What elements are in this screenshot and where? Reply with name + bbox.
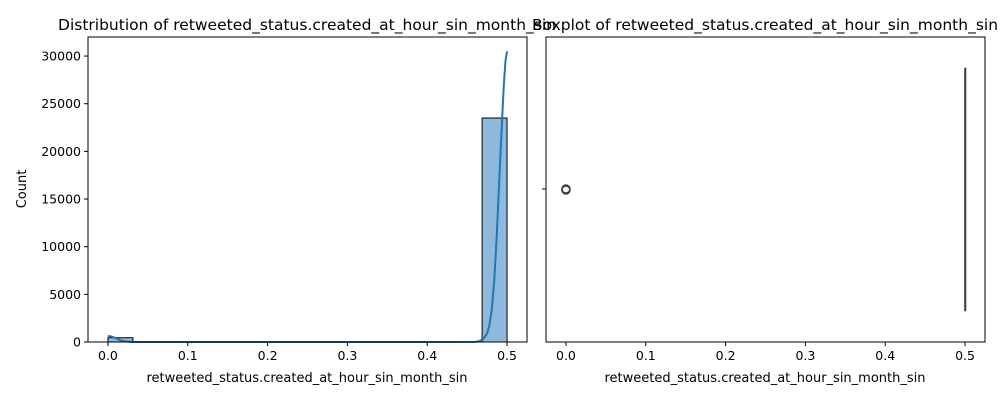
x-tick-label: 0.3 — [795, 348, 815, 363]
x-tick-label: 0.1 — [636, 348, 656, 363]
histogram-axes-frame — [87, 36, 528, 343]
x-tick-label: 0.2 — [258, 348, 278, 363]
x-tick-label: 0.0 — [98, 348, 118, 363]
boxplot-axes-frame — [545, 36, 986, 343]
y-tick-label: 25000 — [41, 96, 81, 111]
boxplot-marks — [561, 67, 967, 312]
y-tick-label: 10000 — [41, 239, 81, 254]
boxplot-panel: Boxplot of retweeted_status.created_at_h… — [532, 16, 998, 386]
x-tick-label: 0.0 — [556, 348, 576, 363]
y-tick-label: 15000 — [41, 192, 81, 207]
boxplot-title: Boxplot of retweeted_status.created_at_h… — [532, 16, 998, 35]
histogram-bars — [107, 117, 508, 343]
y-tick-label: 0 — [73, 335, 81, 350]
boxplot-x-ticks: 0.0 0.1 0.2 0.3 0.4 0.5 — [556, 342, 975, 363]
x-tick-label: 0.1 — [178, 348, 198, 363]
x-tick-label: 0.5 — [955, 348, 975, 363]
histogram-y-axis-label: Count — [15, 170, 30, 209]
x-tick-label: 0.3 — [337, 348, 357, 363]
histogram-x-axis-label: retweeted_status.created_at_hour_sin_mon… — [146, 371, 467, 386]
histogram-x-ticks: 0.0 0.1 0.2 0.3 0.4 0.5 — [98, 342, 517, 363]
x-tick-label: 0.5 — [497, 348, 517, 363]
x-tick-label: 0.2 — [716, 348, 736, 363]
kde-curve — [107, 51, 509, 343]
x-tick-label: 0.4 — [875, 348, 895, 363]
y-tick-label: 5000 — [49, 287, 81, 302]
y-tick-label: 30000 — [41, 49, 81, 64]
histogram-panel: Distribution of retweeted_status.created… — [15, 16, 556, 386]
boxplot-x-axis-label: retweeted_status.created_at_hour_sin_mon… — [604, 371, 925, 386]
histogram-bar — [481, 117, 508, 343]
y-tick-label: 20000 — [41, 144, 81, 159]
histogram-title: Distribution of retweeted_status.created… — [58, 16, 556, 35]
box-outlier-point — [561, 184, 571, 194]
histogram-y-ticks: 0 5000 10000 15000 20000 25000 30000 — [41, 49, 88, 350]
x-tick-label: 0.4 — [417, 348, 437, 363]
